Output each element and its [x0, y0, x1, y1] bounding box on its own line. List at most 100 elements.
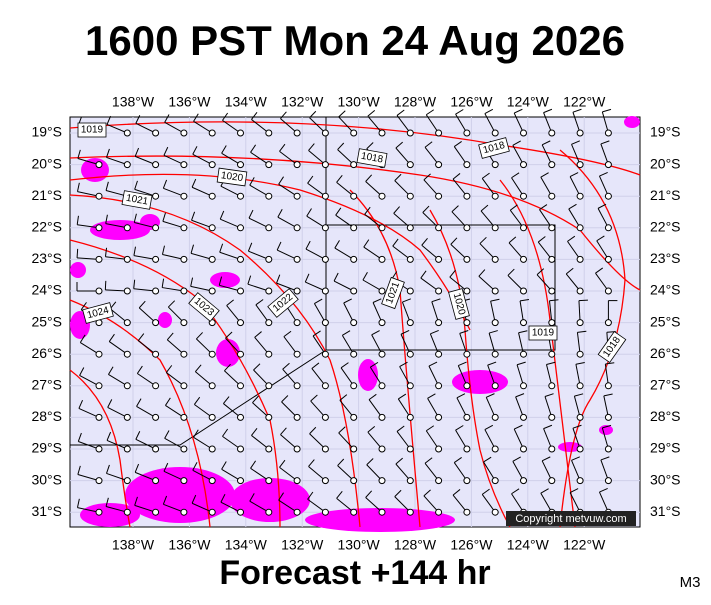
barb-station: [407, 414, 413, 420]
barb-station: [464, 351, 470, 357]
barb-station: [322, 351, 328, 357]
barb-station: [464, 130, 470, 136]
barb-station: [96, 256, 102, 262]
barb-station: [266, 193, 272, 199]
barb-station: [521, 351, 527, 357]
barb-station: [96, 225, 102, 231]
barb-station: [549, 320, 555, 326]
barb-flag: [77, 249, 78, 258]
barb-station: [153, 225, 159, 231]
barb-station: [124, 509, 130, 515]
longitude-label: 128°W: [394, 537, 437, 553]
barb-station: [521, 383, 527, 389]
barb-station: [209, 509, 215, 515]
barb-station: [464, 478, 470, 484]
barb-station: [209, 383, 215, 389]
barb-station: [322, 446, 328, 452]
barb-station: [605, 414, 611, 420]
barb-station: [521, 414, 527, 420]
barb-station: [549, 446, 555, 452]
barb-station: [322, 256, 328, 262]
barb-station: [124, 130, 130, 136]
barb-station: [492, 351, 498, 357]
barb-station: [266, 162, 272, 168]
barb-station: [209, 162, 215, 168]
barb-station: [521, 288, 527, 294]
longitude-label: 124°W: [507, 537, 550, 553]
barb-station: [181, 414, 187, 420]
latitude-label: 31°S: [650, 503, 681, 519]
latitude-label: 26°S: [31, 345, 62, 361]
barb-station: [266, 509, 272, 515]
latitude-label: 23°S: [31, 250, 62, 266]
latitude-label: 20°S: [650, 155, 681, 171]
barb-station: [407, 256, 413, 262]
barb-station: [549, 130, 555, 136]
barb-flag: [602, 109, 611, 111]
barb-station: [238, 130, 244, 136]
barb-station: [549, 288, 555, 294]
barb-station: [209, 414, 215, 420]
footer: Forecast +144 hr: [219, 554, 490, 592]
barb-station: [238, 509, 244, 515]
barb-station: [294, 509, 300, 515]
barb-station: [379, 320, 385, 326]
barb-station: [464, 414, 470, 420]
barb-station: [209, 351, 215, 357]
barb-station: [605, 225, 611, 231]
barb-station: [322, 414, 328, 420]
barb-flag: [339, 111, 346, 117]
barb-station: [153, 351, 159, 357]
barb-station: [407, 478, 413, 484]
barb-station: [379, 509, 385, 515]
barb-station: [379, 351, 385, 357]
barb-station: [294, 162, 300, 168]
barb-station: [124, 288, 130, 294]
barb-station: [124, 162, 130, 168]
barb-station: [492, 446, 498, 452]
barb-station: [605, 162, 611, 168]
barb-station: [266, 288, 272, 294]
barb-station: [153, 383, 159, 389]
barb-station: [322, 288, 328, 294]
barb-station: [492, 414, 498, 420]
barb-station: [407, 446, 413, 452]
longitude-label: 126°W: [450, 94, 493, 110]
barb-station: [407, 351, 413, 357]
barb-station: [124, 478, 130, 484]
barb-station: [266, 478, 272, 484]
barb-station: [464, 320, 470, 326]
barb-station: [549, 383, 555, 389]
barb-station: [181, 162, 187, 168]
barb-station: [153, 193, 159, 199]
barb-station: [605, 288, 611, 294]
longitude-label: 122°W: [563, 94, 606, 110]
barb-station: [464, 446, 470, 452]
barb-station: [266, 383, 272, 389]
barb-station: [492, 162, 498, 168]
barb-station: [96, 446, 102, 452]
barb-station: [407, 288, 413, 294]
barb-station: [294, 256, 300, 262]
barb-station: [436, 446, 442, 452]
barb-station: [322, 383, 328, 389]
barb-station: [549, 414, 555, 420]
barb-station: [153, 446, 159, 452]
barb-station: [521, 162, 527, 168]
latitude-label: 28°S: [31, 408, 62, 424]
barb-station: [266, 320, 272, 326]
barb-station: [238, 351, 244, 357]
barb-station: [379, 446, 385, 452]
barb-station: [436, 414, 442, 420]
barb-flag: [456, 110, 464, 115]
barb-station: [96, 383, 102, 389]
barb-station: [266, 351, 272, 357]
barb-station: [238, 288, 244, 294]
barb-station: [605, 478, 611, 484]
barb-station: [153, 509, 159, 515]
barb-station: [238, 414, 244, 420]
barb-station: [153, 130, 159, 136]
latitude-label: 27°S: [650, 377, 681, 393]
barb-station: [96, 351, 102, 357]
barb-station: [351, 225, 357, 231]
